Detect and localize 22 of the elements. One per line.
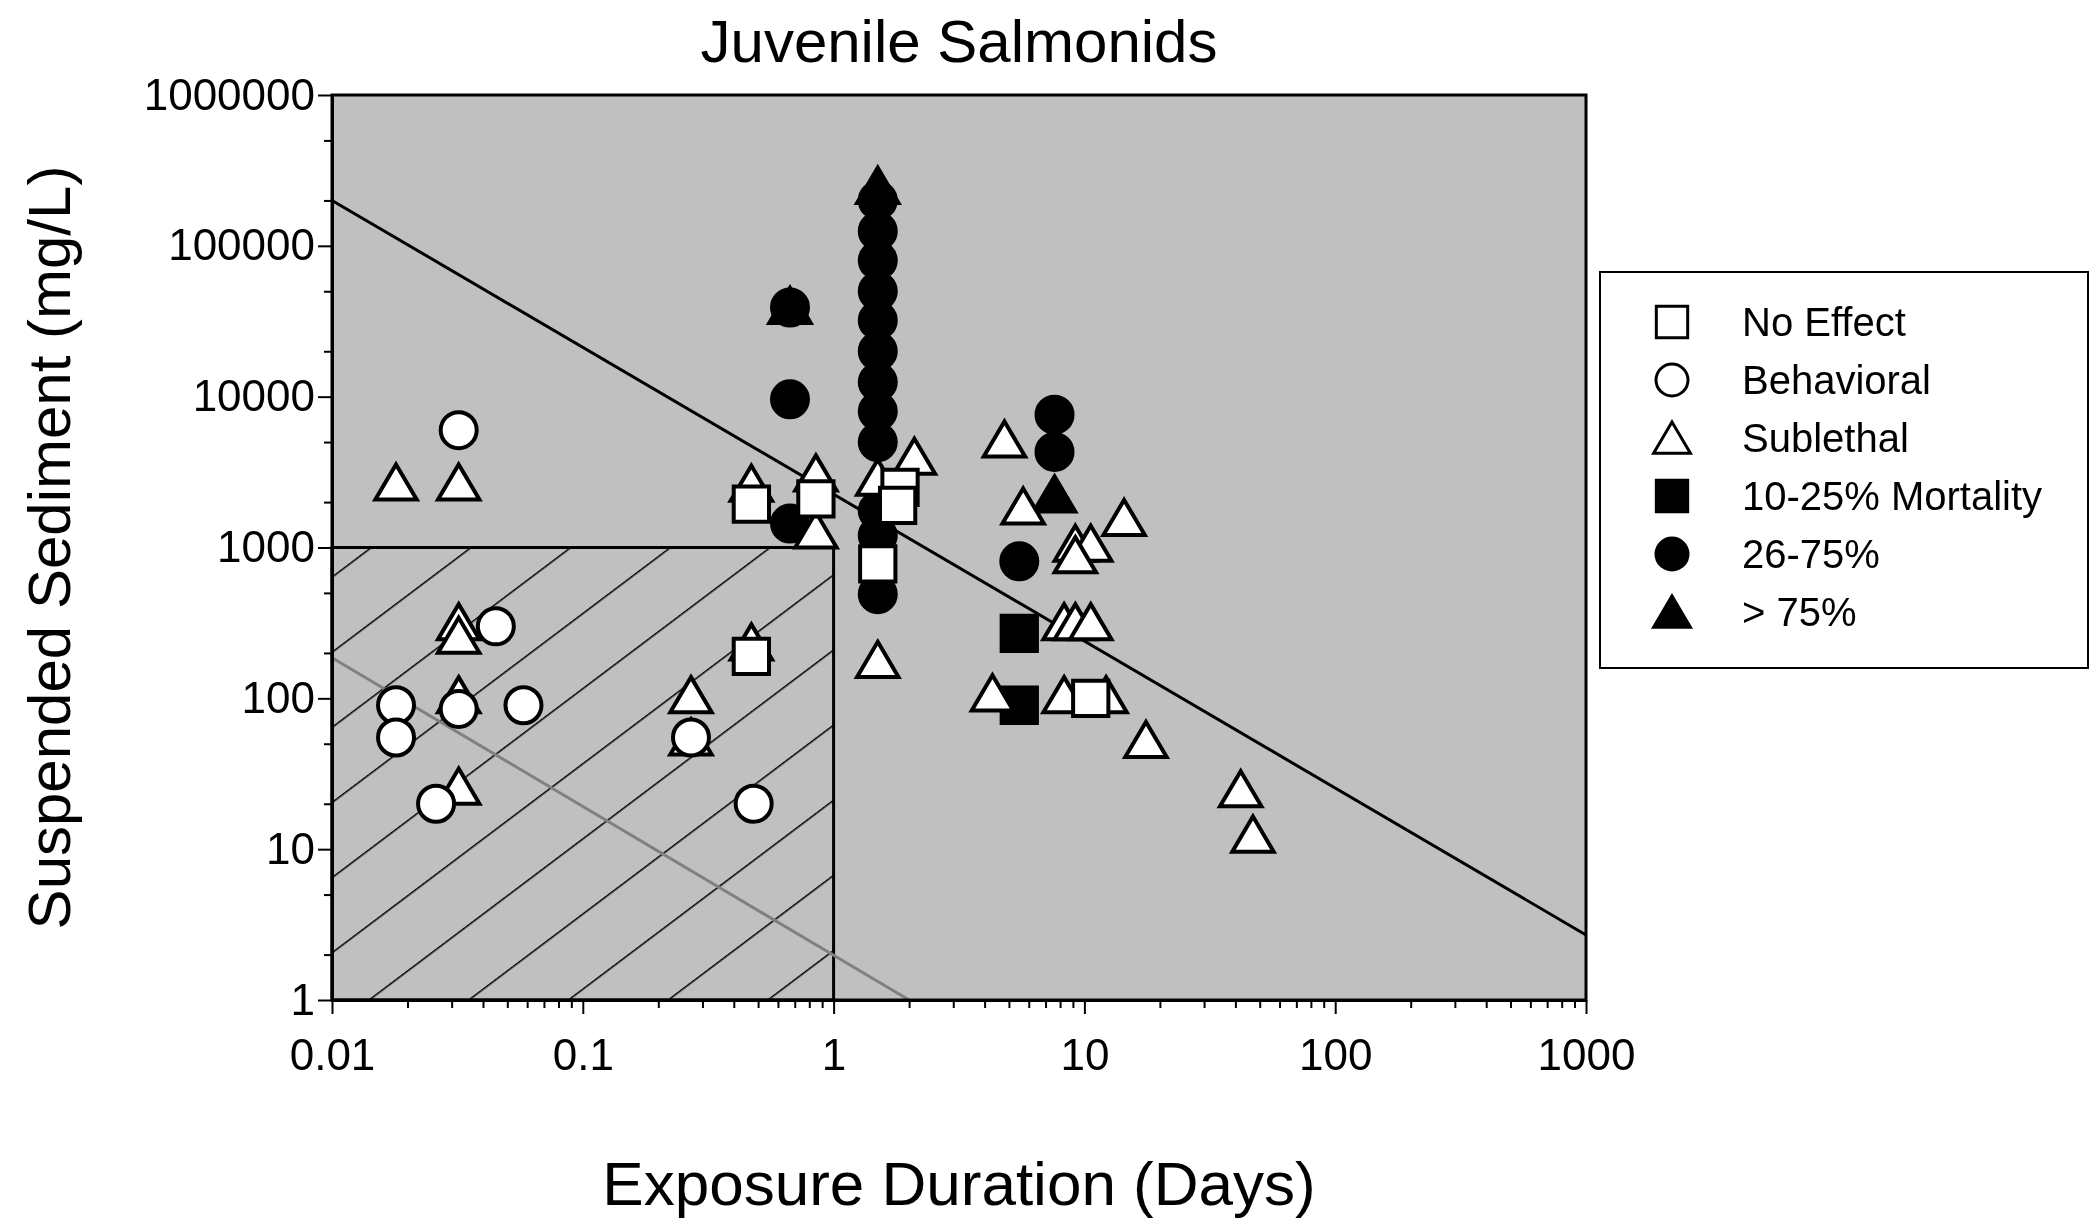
x-tick-label: 0.01 — [289, 1029, 376, 1079]
y-tick-label: 10000 — [192, 371, 315, 421]
legend-label: 10-25% Mortality — [1742, 474, 2043, 518]
x-axis-title: Exposure Duration (Days) — [602, 1149, 1316, 1218]
y-tick-label: 1 — [290, 974, 315, 1024]
chart-title: Juvenile Salmonids — [700, 8, 1218, 75]
x-tick-label: 10 — [1060, 1029, 1110, 1079]
x-tick-label: 1000 — [1537, 1029, 1636, 1079]
legend-label: > 75% — [1742, 590, 1857, 634]
x-tick-label: 0.1 — [552, 1029, 614, 1079]
y-axis-title: Suspended Sediment (mg/L) — [16, 165, 83, 930]
y-tick-label: 10 — [266, 823, 315, 873]
legend-label: No Effect — [1742, 300, 1906, 344]
y-tick-label: 100000 — [168, 220, 315, 270]
y-tick-label: 100 — [241, 672, 315, 722]
legend-label: 26-75% — [1742, 532, 1880, 576]
legend-label: Behavioral — [1742, 358, 1932, 402]
y-tick-label: 1000 — [217, 522, 315, 572]
y-tick-label: 1000000 — [143, 69, 315, 119]
legend-label: Sublethal — [1742, 416, 1909, 460]
x-tick-label: 1 — [821, 1029, 847, 1079]
x-tick-label: 100 — [1298, 1029, 1373, 1079]
